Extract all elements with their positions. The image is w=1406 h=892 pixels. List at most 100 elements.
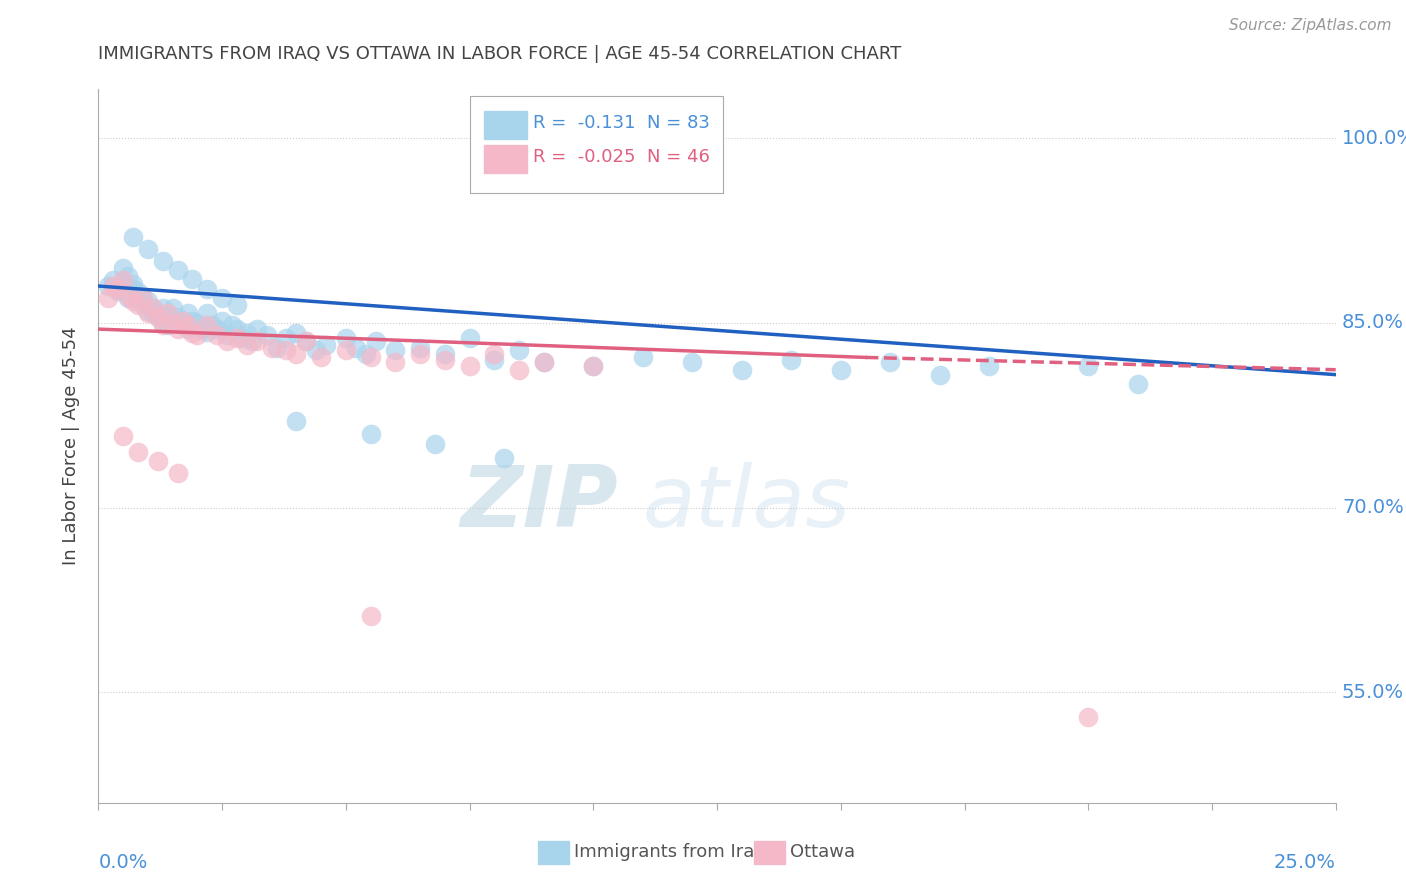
Point — [103, 279, 125, 293]
Point — [107, 281, 129, 295]
Point — [166, 322, 188, 336]
Point — [458, 331, 481, 345]
Point — [146, 310, 169, 324]
Text: R =  -0.025  N = 46: R = -0.025 N = 46 — [533, 148, 710, 166]
Point — [360, 608, 382, 623]
Point — [309, 351, 332, 365]
Point — [191, 322, 214, 336]
Point — [226, 297, 249, 311]
Point — [285, 326, 308, 340]
Point — [176, 306, 198, 320]
Point — [484, 347, 506, 361]
Point — [226, 322, 249, 336]
Point — [172, 313, 194, 327]
Point — [172, 318, 194, 333]
Point — [484, 352, 506, 367]
Point — [186, 328, 208, 343]
Point — [122, 277, 145, 291]
Text: 100.0%: 100.0% — [1341, 129, 1406, 148]
Point — [335, 343, 357, 357]
Point — [97, 279, 120, 293]
Point — [132, 297, 155, 311]
Point — [146, 310, 169, 324]
Point — [195, 325, 218, 339]
Point — [458, 359, 481, 373]
Point — [384, 355, 406, 369]
Point — [582, 359, 605, 373]
Point — [276, 343, 298, 357]
Point — [201, 318, 224, 333]
Point — [156, 318, 179, 333]
Point — [1077, 359, 1099, 373]
Y-axis label: In Labor Force | Age 45-54: In Labor Force | Age 45-54 — [62, 326, 80, 566]
Point — [132, 291, 155, 305]
Point — [112, 260, 135, 275]
Point — [533, 355, 555, 369]
Point — [266, 341, 288, 355]
Point — [315, 338, 337, 352]
Point — [136, 306, 159, 320]
Text: 70.0%: 70.0% — [1341, 498, 1403, 517]
Point — [142, 301, 165, 316]
Text: 55.0%: 55.0% — [1341, 682, 1405, 702]
Point — [409, 347, 432, 361]
Point — [364, 334, 387, 349]
Point — [335, 331, 357, 345]
Point — [112, 429, 135, 443]
Point — [631, 351, 654, 365]
Point — [136, 293, 159, 308]
Point — [127, 445, 149, 459]
Point — [979, 359, 1001, 373]
Point — [508, 343, 530, 357]
Point — [136, 303, 159, 318]
Point — [146, 454, 169, 468]
Point — [162, 301, 184, 316]
Point — [295, 334, 318, 349]
Point — [285, 414, 308, 428]
Point — [127, 297, 149, 311]
Point — [205, 328, 228, 343]
FancyBboxPatch shape — [485, 145, 526, 173]
Point — [122, 281, 145, 295]
Point — [117, 291, 139, 305]
Point — [162, 316, 184, 330]
Point — [433, 352, 456, 367]
Point — [176, 322, 198, 336]
Point — [236, 326, 259, 340]
Point — [112, 273, 135, 287]
Point — [127, 289, 149, 303]
Point — [681, 355, 703, 369]
Point — [360, 351, 382, 365]
Point — [152, 301, 174, 316]
Point — [226, 331, 249, 345]
Text: Source: ZipAtlas.com: Source: ZipAtlas.com — [1229, 18, 1392, 33]
Point — [508, 362, 530, 376]
Point — [830, 362, 852, 376]
Point — [433, 347, 456, 361]
Text: IMMIGRANTS FROM IRAQ VS OTTAWA IN LABOR FORCE | AGE 45-54 CORRELATION CHART: IMMIGRANTS FROM IRAQ VS OTTAWA IN LABOR … — [98, 45, 901, 62]
Point — [260, 341, 283, 355]
Point — [132, 291, 155, 305]
Point — [97, 291, 120, 305]
Point — [195, 318, 218, 333]
Point — [246, 322, 269, 336]
Point — [195, 281, 218, 295]
Point — [205, 322, 228, 336]
Point — [879, 355, 901, 369]
Point — [305, 343, 328, 357]
Text: ZIP: ZIP — [460, 461, 619, 545]
Point — [1077, 709, 1099, 723]
Point — [176, 318, 198, 333]
Text: 0.0%: 0.0% — [98, 853, 148, 871]
Point — [103, 273, 125, 287]
Point — [256, 328, 278, 343]
Point — [136, 242, 159, 256]
Text: Ottawa: Ottawa — [790, 843, 855, 861]
Point — [166, 310, 188, 324]
Text: R =  -0.131  N = 83: R = -0.131 N = 83 — [533, 114, 710, 132]
Point — [231, 331, 253, 345]
FancyBboxPatch shape — [470, 96, 723, 193]
Point — [152, 254, 174, 268]
Point — [240, 334, 263, 349]
Point — [117, 269, 139, 284]
